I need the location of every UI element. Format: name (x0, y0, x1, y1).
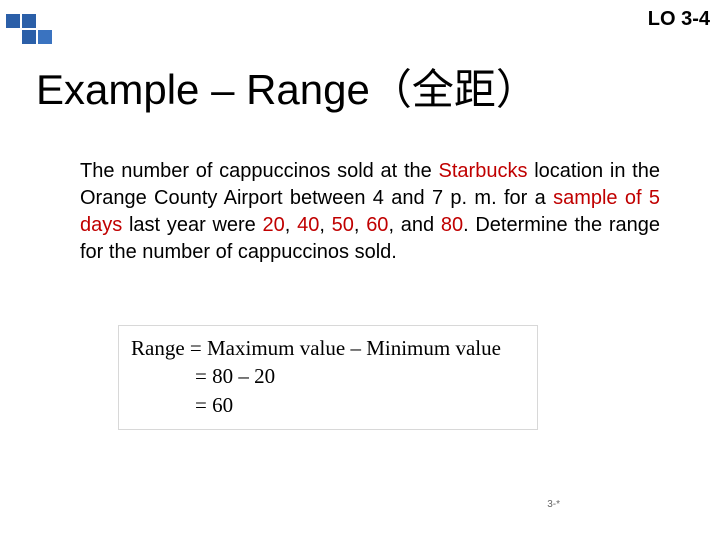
data-value: 80 (441, 214, 463, 236)
separator: , (319, 214, 331, 236)
data-value: 50 (332, 214, 354, 236)
problem-statement: The number of cappuccinos sold at the St… (80, 158, 660, 266)
data-value: 20 (263, 214, 285, 236)
data-value: 60 (366, 214, 388, 236)
separator: , and (388, 214, 440, 236)
problem-text-segment: last year were (122, 214, 262, 236)
solution-box: Range = Maximum value – Minimum value = … (118, 325, 538, 430)
page-number: 3-* (547, 499, 560, 510)
highlight-starbucks: Starbucks (439, 160, 528, 182)
solution-substitution: = 80 – 20 (131, 362, 525, 390)
learning-objective-label: LO 3-4 (648, 8, 710, 31)
solution-result: = 60 (131, 391, 525, 419)
slide-title: Example – Range（全距） (36, 56, 538, 117)
logo-block (38, 30, 52, 44)
logo-block (22, 14, 36, 28)
data-value: 40 (297, 214, 319, 236)
problem-text-segment: The number of cappuccinos sold at the (80, 160, 439, 182)
solution-formula: Range = Maximum value – Minimum value (131, 334, 525, 362)
logo (6, 14, 50, 50)
logo-block (22, 30, 36, 44)
separator: , (354, 214, 366, 236)
separator: , (285, 214, 297, 236)
logo-block (6, 14, 20, 28)
